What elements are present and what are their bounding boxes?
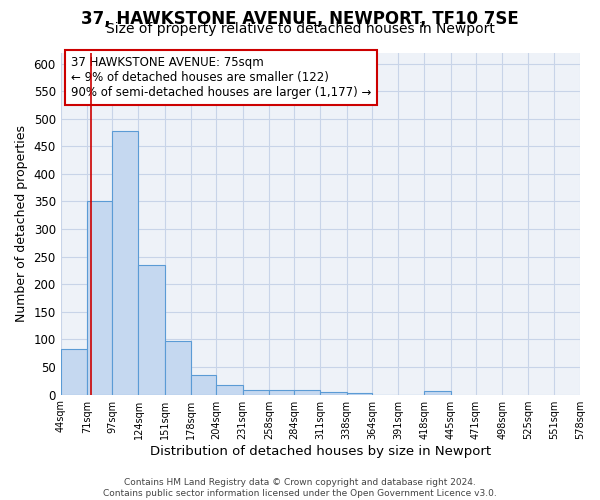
Text: 37 HAWKSTONE AVENUE: 75sqm
← 9% of detached houses are smaller (122)
90% of semi: 37 HAWKSTONE AVENUE: 75sqm ← 9% of detac… — [71, 56, 371, 99]
Text: Contains HM Land Registry data © Crown copyright and database right 2024.
Contai: Contains HM Land Registry data © Crown c… — [103, 478, 497, 498]
Bar — [294, 390, 320, 394]
Text: 37, HAWKSTONE AVENUE, NEWPORT, TF10 7SE: 37, HAWKSTONE AVENUE, NEWPORT, TF10 7SE — [81, 10, 519, 28]
Bar — [242, 390, 269, 394]
X-axis label: Distribution of detached houses by size in Newport: Distribution of detached houses by size … — [150, 444, 491, 458]
Bar — [347, 393, 372, 394]
Bar — [320, 392, 347, 394]
Bar — [139, 265, 165, 394]
Bar — [269, 390, 294, 394]
Bar — [87, 202, 112, 394]
Bar — [112, 131, 139, 394]
Bar — [424, 392, 451, 394]
Bar — [165, 341, 191, 394]
Bar — [216, 384, 242, 394]
Y-axis label: Number of detached properties: Number of detached properties — [15, 125, 28, 322]
Bar — [191, 376, 216, 394]
Bar — [61, 349, 87, 395]
Text: Size of property relative to detached houses in Newport: Size of property relative to detached ho… — [106, 22, 494, 36]
